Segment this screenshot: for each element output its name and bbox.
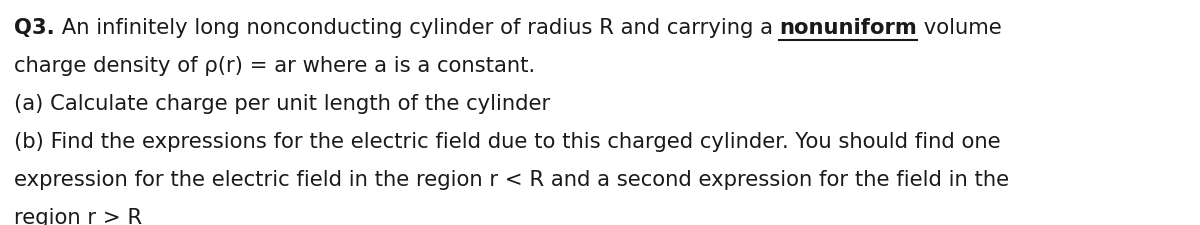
Text: (b) Find the expressions for the electric field due to this charged cylinder. Yo: (b) Find the expressions for the electri… xyxy=(14,132,1001,152)
Text: An infinitely long nonconducting cylinder of radius R and carrying a: An infinitely long nonconducting cylinde… xyxy=(55,18,779,38)
Text: volume: volume xyxy=(917,18,1002,38)
Text: nonuniform: nonuniform xyxy=(779,18,917,38)
Text: Q3.: Q3. xyxy=(14,18,55,38)
Text: charge density of ρ(r) = ar where a is a constant.: charge density of ρ(r) = ar where a is a… xyxy=(14,56,535,76)
Text: expression for the electric field in the region r < R and a second expression fo: expression for the electric field in the… xyxy=(14,170,1009,190)
Text: (a) Calculate charge per unit length of the cylinder: (a) Calculate charge per unit length of … xyxy=(14,94,551,114)
Text: region r > R: region r > R xyxy=(14,208,142,225)
